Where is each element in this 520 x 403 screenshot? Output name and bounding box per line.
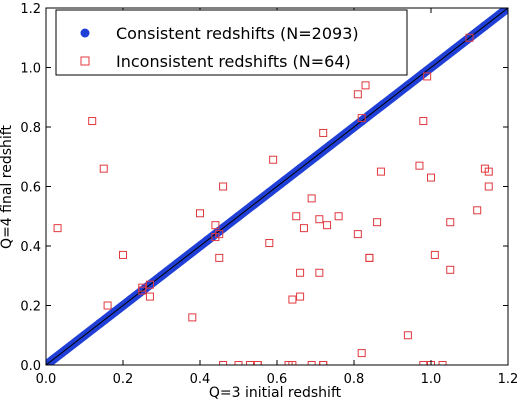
y-tick-label: 0.6 <box>20 181 41 196</box>
inconsistent-point <box>419 117 428 126</box>
inconsistent-point <box>219 361 228 365</box>
inconsistent-point <box>288 295 297 304</box>
x-tick-label: 0.6 <box>267 372 288 387</box>
inconsistent-point <box>211 233 220 242</box>
inconsistent-point <box>188 313 197 322</box>
axes: 0.00.0 0.2 0.2 0.4 0.4 0.6 0.6 0.8 0.8 1.0 1.0 1.2 1… <box>20 2 518 387</box>
inconsistent-point <box>423 72 432 81</box>
inconsistent-point <box>219 182 228 191</box>
y-axis-label: Q=4 final redshift <box>0 125 15 249</box>
inconsistent-point <box>234 361 243 365</box>
x-tick-label: 0.2 <box>113 372 134 387</box>
inconsistent-point <box>357 349 366 358</box>
inconsistent-point <box>288 361 297 365</box>
inconsistent-point <box>319 361 328 365</box>
inconsistent-point <box>253 361 262 365</box>
inconsistent-point <box>446 218 455 227</box>
inconsistent-point <box>315 215 324 224</box>
inconsistent-point <box>296 268 305 277</box>
legend-marker-consistent <box>80 28 90 38</box>
inconsistent-point <box>353 90 362 99</box>
inconsistent-point <box>99 164 108 173</box>
y-tick-label: 0.4 <box>20 240 41 255</box>
inconsistent-point <box>103 301 112 310</box>
inconsistent-point <box>365 253 374 262</box>
y-tick-label: 1.2 <box>20 2 41 17</box>
legend: Consistent redshifts (N=2093) Inconsiste… <box>55 9 408 76</box>
inconsistent-point <box>357 114 366 123</box>
inconsistent-point <box>373 218 382 227</box>
inconsistent-point <box>361 81 370 90</box>
inconsistent-point <box>299 224 308 233</box>
inconsistent-point <box>119 250 127 259</box>
inconsistent-point <box>365 253 374 262</box>
inconsistent-point <box>319 128 328 137</box>
inconsistent-point <box>138 286 147 295</box>
inconsistent-point <box>265 239 274 248</box>
inconsistent-point <box>484 167 493 176</box>
legend-box <box>55 9 408 76</box>
legend-label-inconsistent: Inconsistent redshifts (N=64) <box>116 52 351 71</box>
x-axis-label: Q=3 initial redshift <box>209 385 342 401</box>
inconsistent-point <box>403 331 412 340</box>
x-tick-label: 0.0 <box>36 372 57 387</box>
inconsistent-point <box>473 206 482 215</box>
inconsistent-point <box>376 167 385 176</box>
inconsistent-point <box>430 250 439 259</box>
inconsistent-point <box>211 221 220 230</box>
legend-label-consistent: Consistent redshifts (N=2093) <box>116 24 359 43</box>
reference-line <box>46 8 508 365</box>
inconsistent-point <box>292 212 301 221</box>
y-tick-label: 0.0 <box>20 359 41 374</box>
inconsistent-point <box>465 33 474 42</box>
x-tick-label: 1.0 <box>421 372 442 387</box>
inconsistent-point <box>334 212 343 221</box>
inconsistent-point <box>484 182 493 191</box>
inconsistent-point <box>307 361 316 365</box>
inconsistent-point <box>415 161 424 170</box>
legend-marker-inconsistent <box>80 56 90 66</box>
inconsistent-point <box>315 268 324 277</box>
inconsistent-point <box>353 230 362 239</box>
inconsistent-point <box>145 292 154 301</box>
inconsistent-point <box>196 209 204 218</box>
inconsistent-point <box>215 253 224 262</box>
inconsistent-point <box>446 265 455 274</box>
inconsistent-point <box>307 194 316 203</box>
y-tick-label: 0.2 <box>20 300 41 315</box>
inconsistent-point <box>145 280 154 289</box>
inconsistent-point <box>438 361 447 365</box>
plot-area <box>46 8 508 365</box>
x-tick-label: 0.4 <box>190 372 211 387</box>
inconsistent-point <box>88 117 97 126</box>
x-tick-label: 1.2 <box>498 372 519 387</box>
inconsistent-point <box>53 224 62 233</box>
inconsistent-point <box>296 292 305 301</box>
inconsistent-point <box>419 361 428 365</box>
inconsistent-point <box>427 173 435 182</box>
inconsistent-point <box>323 221 332 230</box>
inconsistent-point <box>246 361 255 365</box>
y-tick-label: 1.0 <box>20 62 41 77</box>
x-tick-label: 0.8 <box>344 372 365 387</box>
inconsistent-point <box>269 155 278 164</box>
y-tick-label: 0.8 <box>20 121 41 136</box>
